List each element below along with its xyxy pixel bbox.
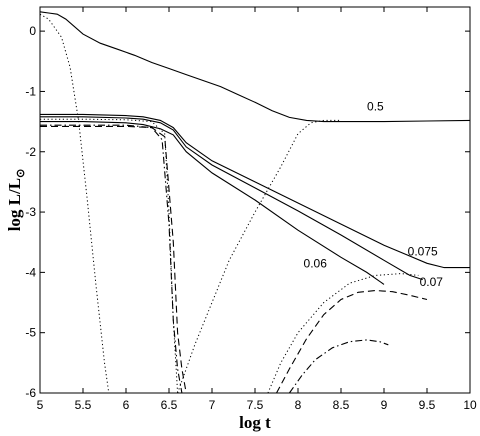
y-tick-label: -1 — [25, 84, 36, 98]
x-tick-label: 5 — [37, 398, 44, 412]
series-solid-1 — [39, 11, 471, 123]
curve-label-0-075: 0.075 — [408, 244, 438, 258]
x-tick-label: 9.5 — [419, 398, 436, 412]
x-tick-label: 8 — [295, 398, 302, 412]
x-tick-label: 9 — [381, 398, 388, 412]
x-tick-label: 6 — [123, 398, 130, 412]
x-axis-label: log t — [239, 413, 271, 432]
x-tick-label: 5.5 — [75, 398, 92, 412]
series-solid-2 — [40, 113, 470, 269]
curves — [39, 11, 471, 394]
y-tick-label: -2 — [25, 145, 36, 159]
x-tick-label: 10 — [463, 398, 477, 412]
series-dotted-8 — [40, 118, 179, 394]
y-tick-label: -4 — [25, 265, 36, 279]
y-tick-label: -3 — [25, 205, 36, 219]
curve-label-0-06: 0.06 — [304, 257, 328, 271]
series-dashed-11 — [276, 289, 428, 394]
series-solid-3 — [40, 116, 423, 281]
ticks: 5 5.5 6 6.5 7 7.5 8 8.5 9 9.5 10 0 -1 -2 -3 -4 -5 -6 — [25, 7, 477, 412]
curve-label-0-5: 0.5 — [367, 100, 384, 114]
series-dotted-10 — [267, 273, 419, 394]
series-dashdot-6 — [40, 124, 183, 394]
y-axis-label-subscript: ⊙ — [15, 169, 27, 178]
x-tick-label: 6.5 — [161, 398, 178, 412]
curve-labels: 0.5 0.075 0.07 0.06 — [304, 100, 444, 290]
y-axis-label-main: log L/L — [5, 178, 24, 231]
y-tick-label: 0 — [29, 24, 36, 38]
y-tick-label: -6 — [25, 386, 36, 400]
series-dashed-5 — [40, 125, 187, 394]
series-dotted-7 — [39, 13, 110, 394]
x-tick-label: 7.5 — [247, 398, 264, 412]
curve-label-0-07: 0.07 — [420, 275, 444, 289]
y-axis-label: log L/L⊙ — [5, 169, 27, 232]
series-solid-4 — [40, 121, 385, 285]
series-dashdot-12 — [288, 339, 389, 394]
x-tick-label: 8.5 — [333, 398, 350, 412]
x-tick-label: 7 — [209, 398, 216, 412]
y-tick-label: -5 — [25, 326, 36, 340]
